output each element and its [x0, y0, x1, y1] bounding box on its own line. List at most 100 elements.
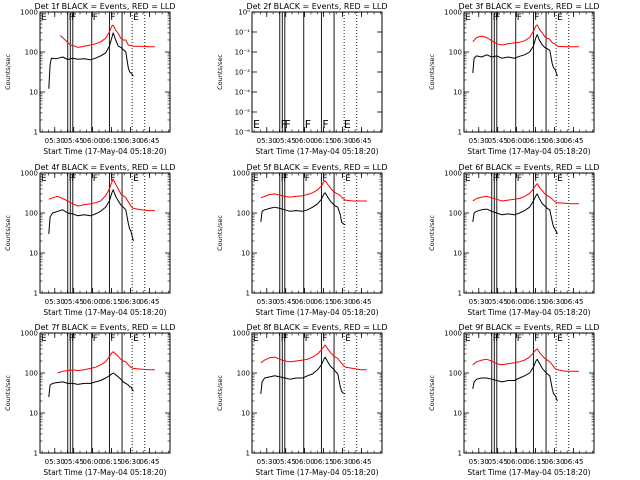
- events-series-line: [472, 34, 558, 77]
- flag-label: F: [93, 13, 98, 23]
- plot-frame: [463, 172, 595, 294]
- flag-label: F: [93, 174, 98, 184]
- y-tick-label: 10⁰: [238, 9, 250, 17]
- flag-label: E: [133, 334, 139, 344]
- x-tick-label: 06:30: [120, 458, 140, 466]
- flag-label: F: [110, 334, 115, 344]
- x-tick-label: 05:45: [488, 298, 508, 306]
- events-series-line: [472, 193, 558, 235]
- x-tick-label: 05:45: [488, 458, 508, 466]
- x-tick-label: 06:45: [139, 298, 159, 306]
- y-tick-label: 1: [458, 129, 462, 137]
- flag-label: F: [69, 174, 74, 184]
- x-tick-label: 05:30: [45, 298, 65, 306]
- x-tick-label: 05:30: [469, 137, 489, 145]
- x-tick-label: 05:45: [64, 298, 84, 306]
- y-tick-label: 10⁻²: [235, 49, 251, 57]
- lld-series-line: [260, 180, 367, 202]
- y-tick-label: 100: [25, 49, 38, 57]
- x-tick-label: 05:30: [257, 298, 277, 306]
- flag-label: E: [465, 13, 471, 23]
- x-tick-label: 06:00: [83, 458, 103, 466]
- x-tick-label: 05:45: [276, 137, 296, 145]
- x-tick-label: 06:30: [120, 137, 140, 145]
- x-tick-label: 06:00: [295, 137, 315, 145]
- y-tick-label: 100: [25, 210, 38, 218]
- x-tick-label: 05:45: [64, 137, 84, 145]
- y-tick-label: 100: [449, 49, 462, 57]
- y-tick-label: 10: [241, 410, 250, 418]
- y-tick-label: 1: [34, 290, 38, 298]
- flag-label: F: [71, 174, 76, 184]
- x-axis-label: Start Time (17-May-04 05:18:20): [467, 308, 590, 317]
- flag-label: F: [281, 334, 286, 344]
- flag-label: E: [557, 13, 563, 23]
- x-tick-label: 06:30: [332, 458, 352, 466]
- y-tick-label: 1000: [232, 330, 250, 338]
- x-tick-label: 06:00: [83, 137, 103, 145]
- x-tick-label: 06:15: [101, 298, 121, 306]
- flag-label: F: [281, 118, 287, 131]
- plot-frame: [39, 172, 171, 294]
- flag-label: E: [253, 174, 259, 184]
- x-tick-label: 06:45: [139, 458, 159, 466]
- x-axis-label: Start Time (17-May-04 05:18:20): [43, 308, 166, 317]
- events-series-line: [260, 356, 346, 395]
- x-tick-label: 05:45: [64, 458, 84, 466]
- lld-series-line: [472, 183, 579, 205]
- flag-label: E: [253, 118, 260, 131]
- y-tick-label: 100: [237, 210, 250, 218]
- y-axis-label: Counts/sec: [216, 215, 224, 251]
- x-tick-label: 05:45: [488, 137, 508, 145]
- y-tick-label: 10: [29, 89, 38, 97]
- flag-label: F: [493, 13, 498, 23]
- events-series-line: [260, 192, 346, 226]
- flag-label: E: [41, 334, 47, 344]
- y-axis-label: Counts/sec: [4, 215, 12, 251]
- detector-panel: Det 1f BLACK = Events, RED = LLD Counts/s…: [4, 2, 176, 156]
- detector-panel: Det 6f BLACK = Events, RED = LLD Counts/s…: [428, 163, 600, 317]
- flag-label: F: [281, 174, 286, 184]
- flag-label: E: [345, 174, 351, 184]
- x-tick-label: 05:30: [257, 458, 277, 466]
- x-tick-label: 06:30: [332, 137, 352, 145]
- events-series-line: [472, 358, 558, 402]
- y-tick-label: 10: [453, 410, 462, 418]
- panel-title: Det 8f BLACK = Events, RED = LLD: [246, 323, 387, 332]
- x-tick-label: 05:45: [276, 458, 296, 466]
- x-tick-label: 06:45: [563, 458, 583, 466]
- x-tick-label: 06:45: [563, 137, 583, 145]
- flag-label: F: [305, 118, 311, 131]
- x-tick-label: 06:45: [351, 137, 371, 145]
- y-tick-label: 10⁻⁵: [235, 109, 251, 117]
- x-axis-label: Start Time (17-May-04 05:18:20): [255, 147, 378, 156]
- flag-label: E: [557, 334, 563, 344]
- detector-panel: Det 8f BLACK = Events, RED = LLD Counts/s…: [216, 323, 388, 477]
- flag-label: E: [133, 13, 139, 23]
- y-tick-label: 100: [449, 210, 462, 218]
- flag-label: F: [517, 174, 522, 184]
- y-tick-label: 1: [458, 450, 462, 458]
- plot-frame: [251, 11, 383, 133]
- x-tick-label: 06:45: [563, 298, 583, 306]
- x-tick-label: 06:00: [507, 298, 527, 306]
- x-tick-label: 06:15: [313, 458, 333, 466]
- panel-title: Det 1f BLACK = Events, RED = LLD: [34, 2, 175, 11]
- flag-label: F: [110, 13, 115, 23]
- x-tick-label: 06:15: [101, 458, 121, 466]
- lld-series-line: [260, 344, 367, 371]
- x-tick-label: 05:30: [469, 458, 489, 466]
- plot-frame: [463, 11, 595, 133]
- flag-label: F: [534, 174, 539, 184]
- flag-label: F: [493, 334, 498, 344]
- x-tick-label: 06:45: [139, 137, 159, 145]
- panel-title: Det 9f BLACK = Events, RED = LLD: [458, 323, 599, 332]
- x-axis-label: Start Time (17-May-04 05:18:20): [43, 147, 166, 156]
- y-tick-label: 1000: [20, 170, 38, 178]
- panel-title: Det 7f BLACK = Events, RED = LLD: [34, 323, 175, 332]
- flag-label: E: [133, 174, 139, 184]
- y-axis-label: Counts/sec: [428, 375, 436, 411]
- y-axis-label: Counts/sec: [216, 54, 224, 90]
- y-tick-label: 10⁻⁶: [235, 129, 251, 137]
